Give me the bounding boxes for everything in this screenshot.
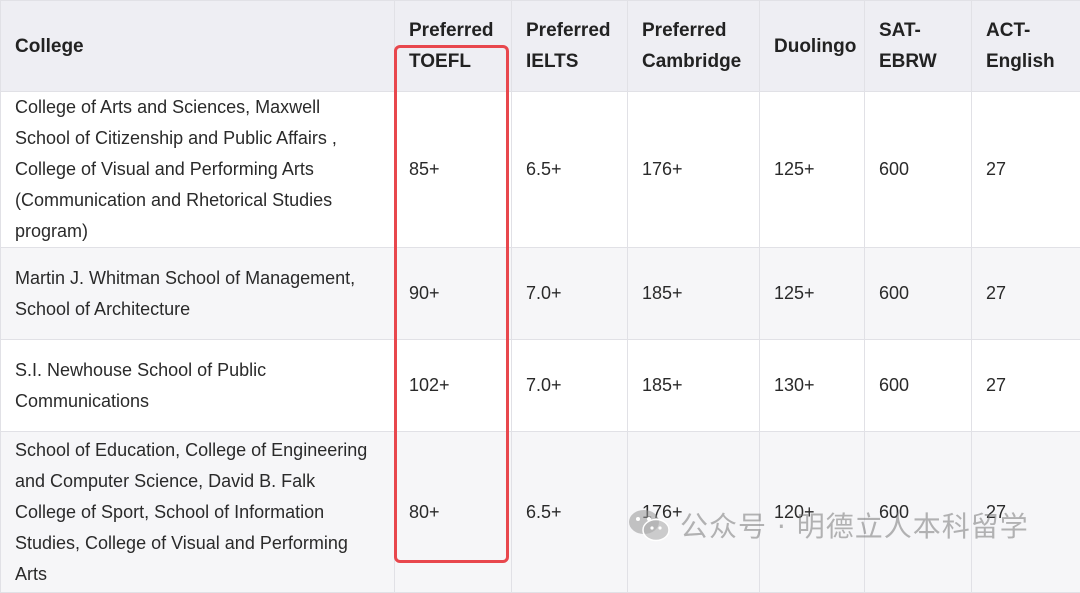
cell-duolingo: 120+ bbox=[760, 432, 865, 593]
header-row: College Preferred TOEFL Preferred IELTS … bbox=[1, 1, 1080, 92]
cell-cambridge: 176+ bbox=[628, 92, 760, 248]
cell-sat: 600 bbox=[865, 248, 972, 340]
header-act: ACT-English bbox=[972, 1, 1080, 92]
cell-duolingo: 125+ bbox=[760, 92, 865, 248]
header-cambridge: Preferred Cambridge bbox=[628, 1, 760, 92]
table-row: S.I. Newhouse School of Public Communica… bbox=[1, 340, 1080, 432]
cell-college: College of Arts and Sciences, Maxwell Sc… bbox=[1, 92, 395, 248]
header-duolingo: Duolingo bbox=[760, 1, 865, 92]
table-row: Martin J. Whitman School of Management, … bbox=[1, 248, 1080, 340]
cell-cambridge: 176+ bbox=[628, 432, 760, 593]
cell-cambridge: 185+ bbox=[628, 340, 760, 432]
cell-college: Martin J. Whitman School of Management, … bbox=[1, 248, 395, 340]
cell-duolingo: 125+ bbox=[760, 248, 865, 340]
header-sat: SAT-EBRW bbox=[865, 1, 972, 92]
cell-toefl: 102+ bbox=[395, 340, 512, 432]
cell-sat: 600 bbox=[865, 92, 972, 248]
cell-college: School of Education, College of Engineer… bbox=[1, 432, 395, 593]
cell-toefl: 90+ bbox=[395, 248, 512, 340]
cell-act: 27 bbox=[972, 92, 1080, 248]
cell-act: 27 bbox=[972, 248, 1080, 340]
table-row: School of Education, College of Engineer… bbox=[1, 432, 1080, 593]
cell-sat: 600 bbox=[865, 340, 972, 432]
cell-sat: 600 bbox=[865, 432, 972, 593]
table-row: College of Arts and Sciences, Maxwell Sc… bbox=[1, 92, 1080, 248]
cell-toefl: 85+ bbox=[395, 92, 512, 248]
cell-act: 27 bbox=[972, 340, 1080, 432]
cell-ielts: 6.5+ bbox=[512, 432, 628, 593]
header-college: College bbox=[1, 1, 395, 92]
cell-cambridge: 185+ bbox=[628, 248, 760, 340]
cell-ielts: 7.0+ bbox=[512, 248, 628, 340]
cell-college: S.I. Newhouse School of Public Communica… bbox=[1, 340, 395, 432]
header-ielts: Preferred IELTS bbox=[512, 1, 628, 92]
cell-duolingo: 130+ bbox=[760, 340, 865, 432]
cell-toefl: 80+ bbox=[395, 432, 512, 593]
cell-ielts: 7.0+ bbox=[512, 340, 628, 432]
cell-act: 27 bbox=[972, 432, 1080, 593]
cell-ielts: 6.5+ bbox=[512, 92, 628, 248]
header-toefl: Preferred TOEFL bbox=[395, 1, 512, 92]
